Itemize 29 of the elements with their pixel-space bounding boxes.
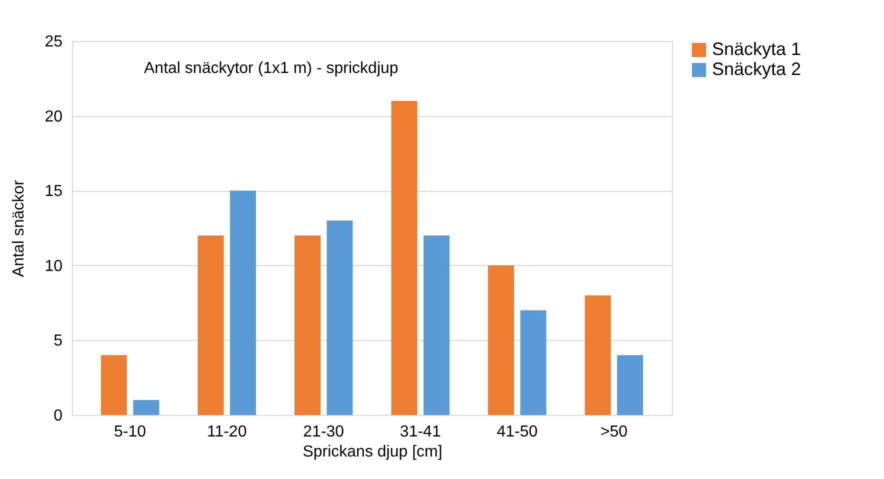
bar (198, 235, 224, 415)
bar (424, 235, 450, 415)
bar (230, 190, 256, 415)
bar (294, 235, 320, 415)
bar (100, 355, 127, 415)
y-tick-label: 25 (44, 34, 63, 50)
legend-label: Snäckyta 1 (712, 39, 802, 59)
y-axis-title: Antal snäckor (10, 179, 28, 277)
x-tick-label: 11-20 (206, 424, 247, 440)
y-tick-label: 10 (44, 258, 63, 275)
bar (520, 310, 546, 415)
x-tick-label: 5-10 (114, 424, 146, 440)
y-tick-label: 5 (54, 332, 63, 350)
bar (133, 400, 160, 415)
x-tick-label: >50 (600, 424, 628, 440)
x-tick-label: 21-30 (303, 424, 344, 440)
bar (584, 295, 611, 415)
legend-label: Snäckyta 2 (712, 59, 802, 79)
bar (326, 220, 353, 415)
x-tick-label: 31-41 (400, 424, 441, 440)
x-tick-label: 41-50 (496, 424, 538, 440)
y-tick-label: 15 (44, 183, 63, 200)
bar (617, 355, 644, 415)
bar (391, 100, 418, 415)
y-tick-label: 20 (44, 108, 63, 126)
bar (488, 265, 514, 415)
x-axis-title: Sprickans djup [cm] (302, 444, 442, 460)
y-tick-label: 0 (54, 408, 63, 424)
text: Antal snäckytor (1x1 m) - sprickdjup (144, 60, 398, 77)
